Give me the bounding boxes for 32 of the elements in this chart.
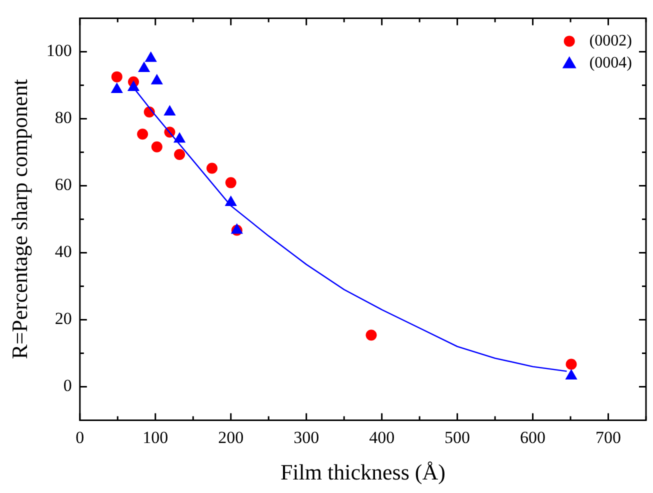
x-tick-label: 200 [218,428,244,447]
point [110,82,123,94]
point [366,330,377,341]
x-tick-label: 0 [76,428,84,447]
x-tick-label: 400 [369,428,395,447]
point [164,105,176,116]
point [127,80,140,92]
x-tick-label: 600 [520,428,546,447]
point [137,128,148,140]
point [144,51,157,62]
y-tick-label: 40 [54,242,72,262]
x-tick-label: 500 [444,428,470,447]
point [566,358,577,370]
y-tick-label: 60 [54,175,72,194]
legend-label: (0002) [589,32,632,50]
y-tick-label: 20 [54,309,72,328]
y-tick-label: 0 [63,376,72,396]
x-tick-label: 300 [294,428,320,447]
point [151,141,162,152]
y-tick-label: 100 [46,41,72,60]
point [111,71,122,82]
y-axis-title: R=Percentage sharp component [6,79,32,360]
x-tick-label: 100 [142,428,168,447]
y-tick-label: 80 [54,108,72,128]
point [138,61,150,72]
point [206,162,218,174]
point [225,177,236,188]
legend-label: (0004) [589,54,632,72]
x-tick-label: 700 [596,428,622,447]
point [150,74,163,84]
point [174,149,186,160]
x-axis-title: Film thickness (Å) [280,460,446,485]
